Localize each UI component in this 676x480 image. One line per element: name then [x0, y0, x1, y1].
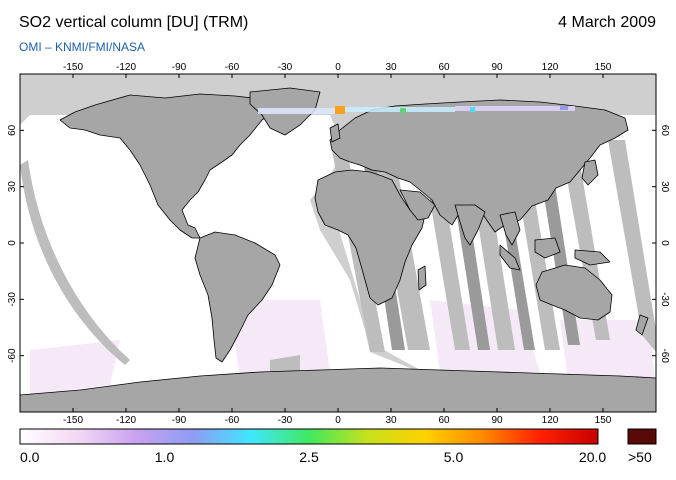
lon-top-tick-label: 0: [335, 62, 341, 73]
lat-left-tick-label: 0: [7, 240, 18, 246]
lat-right-tick-label: -60: [659, 348, 670, 363]
india: [454, 204, 486, 246]
africa: [314, 169, 426, 306]
arabia: [399, 189, 436, 221]
map-date: 4 March 2009: [558, 14, 656, 31]
lon-ticks-bottom: -150 -120 -90 -60 -30 0 30 60 90 120 150: [63, 415, 612, 426]
borneo: [534, 237, 561, 259]
lon-bottom-tick-label: 120: [542, 415, 559, 426]
antarctica: [20, 367, 656, 412]
lat-ticks-right: 60 30 0 -30 -60: [659, 125, 670, 364]
lon-top-tick-label: -90: [172, 62, 187, 73]
map-title: SO2 vertical column [DU] (TRM): [19, 14, 249, 31]
map-area: [20, 74, 656, 412]
new-guinea: [574, 249, 611, 266]
great-britain: [329, 123, 341, 143]
lat-left-tick-label: -30: [7, 292, 18, 307]
south-america: [194, 231, 281, 363]
lon-bottom-tick-label: 90: [491, 415, 503, 426]
continents: [20, 87, 656, 412]
new-zealand: [635, 314, 649, 336]
indochina: [499, 211, 521, 246]
lat-left-tick-label: 60: [7, 124, 18, 136]
lat-right-tick-label: 30: [659, 181, 670, 193]
colorbar-overflow-swatch: [627, 428, 657, 445]
lon-top-tick-label: -150: [63, 62, 83, 73]
colorbar-label: 5.0: [443, 449, 464, 465]
sumatra: [499, 244, 521, 271]
lon-bottom-tick-label: 0: [335, 415, 341, 426]
arctic-noise: [258, 106, 575, 114]
lon-top-tick-label: 150: [595, 62, 612, 73]
lon-bottom-tick-label: 150: [595, 415, 612, 426]
australia: [535, 264, 613, 321]
lon-top-tick-label: 120: [542, 62, 559, 73]
colorbar-label: 1.0: [154, 449, 175, 465]
lat-left-tick-label: -60: [7, 348, 18, 363]
colorbar: [19, 428, 599, 445]
colorbar-label: 2.5: [299, 449, 319, 465]
lon-bottom-tick-label: 60: [438, 415, 450, 426]
eurasia: [329, 99, 629, 233]
colorbar-label: 20.0: [578, 449, 607, 465]
map-source: OMI – KNMI/FMI/NASA: [19, 40, 146, 54]
lat-right-tick-label: 60: [659, 125, 670, 137]
lon-bottom-tick-label: -30: [278, 415, 293, 426]
madagascar: [417, 265, 427, 291]
lon-bottom-tick-label: -120: [116, 415, 136, 426]
lon-top-tick-label: 90: [491, 62, 503, 73]
lat-left-tick-label: 30: [7, 181, 18, 193]
lat-ticks-left: 60 30 0 -30 -60: [7, 124, 656, 363]
lon-bottom-tick-label: -90: [172, 415, 187, 426]
lon-bottom-tick-label: -60: [225, 415, 240, 426]
lon-ticks-top: -150 -120 -90 -60 -30 0 30 60 90 120 150: [63, 62, 612, 412]
japan: [581, 159, 599, 186]
lon-top-tick-label: -120: [116, 62, 136, 73]
lat-right-tick-label: 0: [659, 240, 670, 246]
lon-bottom-tick-label: -150: [63, 415, 83, 426]
lon-top-tick-label: 60: [438, 62, 450, 73]
lon-top-tick-label: -30: [278, 62, 293, 73]
lon-top-tick-label: 30: [385, 62, 397, 73]
lat-right-tick-label: -30: [659, 292, 670, 307]
colorbar-label: 0.0: [20, 449, 40, 465]
lon-top-tick-label: -60: [225, 62, 240, 73]
colorbar-overflow-label: >50: [628, 449, 652, 465]
lon-bottom-tick-label: 30: [385, 415, 397, 426]
